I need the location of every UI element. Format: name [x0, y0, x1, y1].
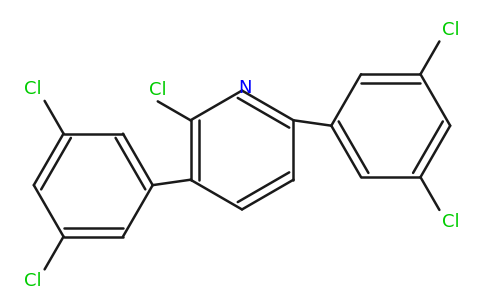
Text: Cl: Cl — [149, 81, 166, 99]
Text: Cl: Cl — [24, 80, 42, 98]
Text: Cl: Cl — [24, 272, 42, 290]
Text: Cl: Cl — [442, 21, 460, 39]
Text: N: N — [238, 79, 252, 97]
Text: Cl: Cl — [442, 213, 460, 231]
